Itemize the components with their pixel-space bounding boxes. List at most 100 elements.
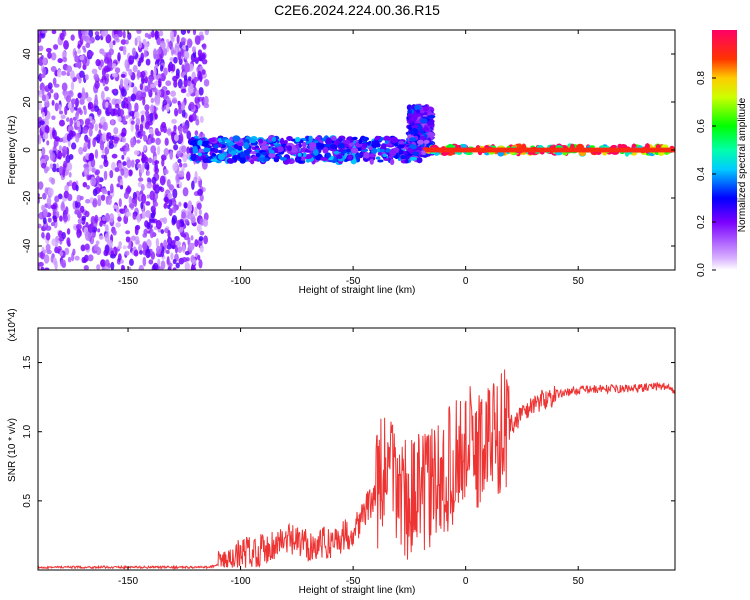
spectrogram-speckle <box>163 48 168 56</box>
spectrogram-speckle <box>66 72 71 77</box>
spectrogram-speckle <box>86 96 92 103</box>
spectrogram-speckle <box>203 212 209 222</box>
spectrogram-speckle <box>46 249 52 255</box>
spectrogram-blob <box>390 136 399 144</box>
spectrogram-speckle <box>75 111 79 120</box>
spectrogram-speckle <box>186 30 191 34</box>
spectrogram-speckle <box>177 158 182 164</box>
spectrogram-speckle <box>114 67 121 74</box>
spectrogram-speckle <box>84 243 90 251</box>
spectrogram-speckle <box>50 65 57 72</box>
spectrogram-speckle <box>181 257 188 263</box>
spectrogram-speckle <box>173 144 179 151</box>
spectrogram-speckle <box>123 191 129 200</box>
spectrogram-speckle <box>41 94 47 102</box>
spectrogram-speckle <box>93 243 99 252</box>
spectrogram-speckle <box>198 209 202 216</box>
spectrogram-speckle <box>179 133 184 143</box>
spectrogram-speckle <box>53 44 59 50</box>
spectrogram-speckle <box>137 177 144 182</box>
spectrogram-speckle <box>117 244 122 250</box>
spectrogram-speckle <box>152 182 157 191</box>
spectrogram-speckle <box>83 107 87 116</box>
spectrogram-speckle <box>46 140 50 146</box>
spectrogram-speckle <box>191 46 197 53</box>
spectrogram-speckle <box>64 105 68 116</box>
spectrogram-speckle <box>154 127 159 136</box>
x-tick-label: -100 <box>231 276 251 287</box>
spectrogram-blob <box>416 139 424 145</box>
spectrogram-speckle <box>121 137 127 143</box>
spectrogram-blob <box>398 149 404 156</box>
spectrogram-speckle <box>38 56 44 66</box>
spectrogram-speckle <box>192 30 197 36</box>
spectrogram-speckle <box>174 235 180 242</box>
spectrogram-speckle <box>182 124 189 134</box>
spectrogram-speckle <box>190 265 197 270</box>
spectrogram-speckle <box>45 232 51 241</box>
spectrogram-speckle <box>141 210 146 219</box>
y-tick-label: 40 <box>22 48 33 60</box>
spectrogram-speckle <box>147 83 151 94</box>
spectrogram-speckle <box>194 35 201 46</box>
spectrogram-speckle <box>130 93 137 102</box>
spectrogram-speckle <box>95 59 101 67</box>
spectrogram-speckle <box>160 229 165 234</box>
spectrogram-speckle <box>42 132 49 140</box>
spectrogram-speckle <box>163 196 169 203</box>
spectrogram-blob <box>388 155 394 159</box>
spectrogram-blob <box>346 148 351 153</box>
spectrogram-speckle <box>107 190 111 196</box>
spectrogram-speckle <box>128 102 132 113</box>
spectrogram-blob <box>280 156 288 161</box>
spectrogram-speckle <box>64 184 69 193</box>
spectrogram-speckle <box>133 111 140 119</box>
spectrogram-speckle <box>81 35 87 40</box>
spectrogram-speckle <box>105 101 109 108</box>
spectrogram-speckle <box>193 57 200 63</box>
spectrogram-blob <box>243 142 250 149</box>
spectrogram-speckle <box>181 64 185 72</box>
spectrogram-speckle <box>170 239 177 246</box>
spectrogram-speckle <box>117 52 121 62</box>
y-tick-label: 0.5 <box>22 493 33 507</box>
spectrogram-speckle <box>145 42 150 48</box>
x-tick-label: -150 <box>118 576 138 587</box>
spectrogram-speckle <box>103 170 108 181</box>
spectrogram-blob <box>330 135 337 141</box>
spectrogram-blob <box>321 137 327 142</box>
spectrogram-speckle <box>174 42 180 52</box>
spectrogram-speckle <box>47 217 52 223</box>
spectrogram-speckle <box>186 171 191 181</box>
spectrogram-speckle <box>127 32 132 40</box>
spectrogram-blob <box>286 145 292 152</box>
spectrogram-speckle <box>170 35 175 43</box>
spectrogram-speckle <box>38 261 44 267</box>
spectrogram-speckle <box>183 78 189 88</box>
spectrogram-speckle <box>178 181 183 189</box>
spectrogram-speckle <box>64 247 70 255</box>
spectrogram-speckle <box>129 258 134 266</box>
spectrogram-speckle <box>38 37 42 44</box>
spectrogram-speckle <box>82 126 89 134</box>
spectrogram-speckle <box>50 52 57 61</box>
spectrogram-speckle <box>138 264 144 270</box>
spectrogram-speckle <box>143 134 148 142</box>
spectrogram-speckle <box>52 215 58 223</box>
spectrogram-speckle <box>181 145 187 154</box>
spectrogram-speckle <box>149 112 154 123</box>
spectrogram-speckle <box>75 136 80 143</box>
spectrogram-speckle <box>146 164 150 171</box>
spectrogram-blob <box>389 158 395 166</box>
spectrogram-blob <box>428 114 436 119</box>
y-tick-label: 1.0 <box>22 424 33 438</box>
spectrogram-blob <box>359 151 364 159</box>
spectrogram-speckle <box>41 204 45 211</box>
spectrogram-speckle <box>183 202 188 209</box>
spectrogram-speckle <box>184 261 190 270</box>
spectrogram-speckle <box>79 98 85 105</box>
spectrogram-blob <box>330 144 338 150</box>
spectrogram-blob <box>302 152 307 158</box>
spectrogram-speckle <box>123 77 129 86</box>
spectrogram-speckle <box>177 51 182 61</box>
